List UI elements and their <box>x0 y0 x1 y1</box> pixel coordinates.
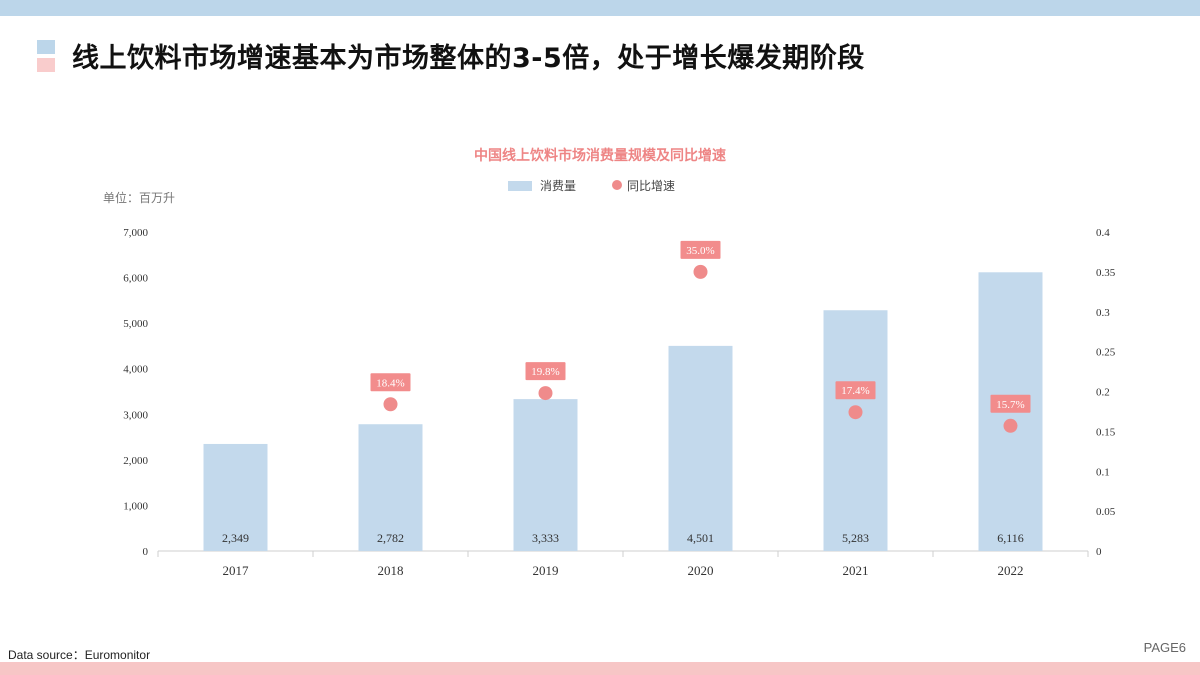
y-left-tick-label: 4,000 <box>123 364 148 376</box>
bar-value-label: 4,501 <box>687 531 714 545</box>
growth-point-2020 <box>693 264 708 279</box>
legend-swatch-bar <box>508 181 532 191</box>
slide-headline: 线上饮料市场增速基本为市场整体的3-5倍，处于增长爆发期阶段 <box>72 43 865 74</box>
y-right-tick-label: 0.05 <box>1096 506 1116 518</box>
y-right-tick-label: 0.2 <box>1096 387 1110 399</box>
growth-label-box <box>370 373 411 392</box>
y-right-tick-label: 0.4 <box>1096 227 1110 239</box>
x-category-label: 2022 <box>998 563 1024 578</box>
growth-value-label: 15.7% <box>996 399 1024 411</box>
growth-point-2019 <box>538 386 553 401</box>
bar-value-label: 2,349 <box>222 531 249 545</box>
growth-value-label: 18.4% <box>376 377 404 389</box>
x-category-label: 2018 <box>378 563 404 578</box>
y-left-tick-label: 6,000 <box>123 273 148 285</box>
y-left-tick-label: 7,000 <box>123 227 148 239</box>
bar-2021 <box>823 310 888 551</box>
y-right-tick-label: 0.35 <box>1096 267 1116 279</box>
bar-value-label: 3,333 <box>532 531 559 545</box>
growth-point-2021 <box>848 405 863 420</box>
bar-value-label: 5,283 <box>842 531 869 545</box>
growth-value-label: 17.4% <box>841 385 869 397</box>
growth-label-box <box>990 394 1031 413</box>
data-source: Data source：Euromonitor <box>8 648 151 662</box>
unit-label: 单位：百万升 <box>103 190 175 205</box>
chart-title: 中国线上饮料市场消费量规模及同比增速 <box>474 147 726 164</box>
y-left-tick-label: 1,000 <box>123 500 148 512</box>
bar-2020 <box>668 345 733 551</box>
x-category-label: 2020 <box>688 563 714 578</box>
title-mark-blue <box>37 40 55 54</box>
y-left-tick-label: 2,000 <box>123 455 148 467</box>
y-left-tick-label: 5,000 <box>123 318 148 330</box>
growth-value-label: 35.0% <box>686 245 714 257</box>
bar-value-label: 6,116 <box>997 531 1024 545</box>
legend-label-bar: 消费量 <box>540 179 576 193</box>
x-category-label: 2017 <box>223 563 250 578</box>
y-left-tick-label: 3,000 <box>123 409 148 421</box>
bottom-band <box>0 662 1200 675</box>
x-category-label: 2019 <box>533 563 559 578</box>
title-mark-pink <box>37 58 55 72</box>
growth-label-box <box>835 381 876 400</box>
y-right-tick-label: 0.15 <box>1096 426 1116 438</box>
y-right-tick-label: 0.1 <box>1096 466 1110 478</box>
y-right-tick-label: 0.3 <box>1096 307 1110 319</box>
growth-point-2022 <box>1003 418 1018 433</box>
growth-label-box <box>680 240 721 259</box>
legend-label-point: 同比增速 <box>627 179 675 193</box>
y-left-tick-label: 0 <box>143 546 149 558</box>
bar-2019 <box>513 399 578 551</box>
y-right-tick-label: 0.25 <box>1096 347 1116 359</box>
page-number: PAGE6 <box>1143 640 1186 655</box>
growth-point-2018 <box>383 397 398 412</box>
x-category-label: 2021 <box>843 563 869 578</box>
top-band <box>0 0 1200 16</box>
bar-2017 <box>203 443 268 551</box>
growth-value-label: 19.8% <box>531 366 559 378</box>
y-right-tick-label: 0 <box>1096 546 1102 558</box>
legend-swatch-point <box>612 180 622 190</box>
bar-2018 <box>358 424 423 551</box>
bar-value-label: 2,782 <box>377 531 404 545</box>
growth-label-box <box>525 362 566 381</box>
